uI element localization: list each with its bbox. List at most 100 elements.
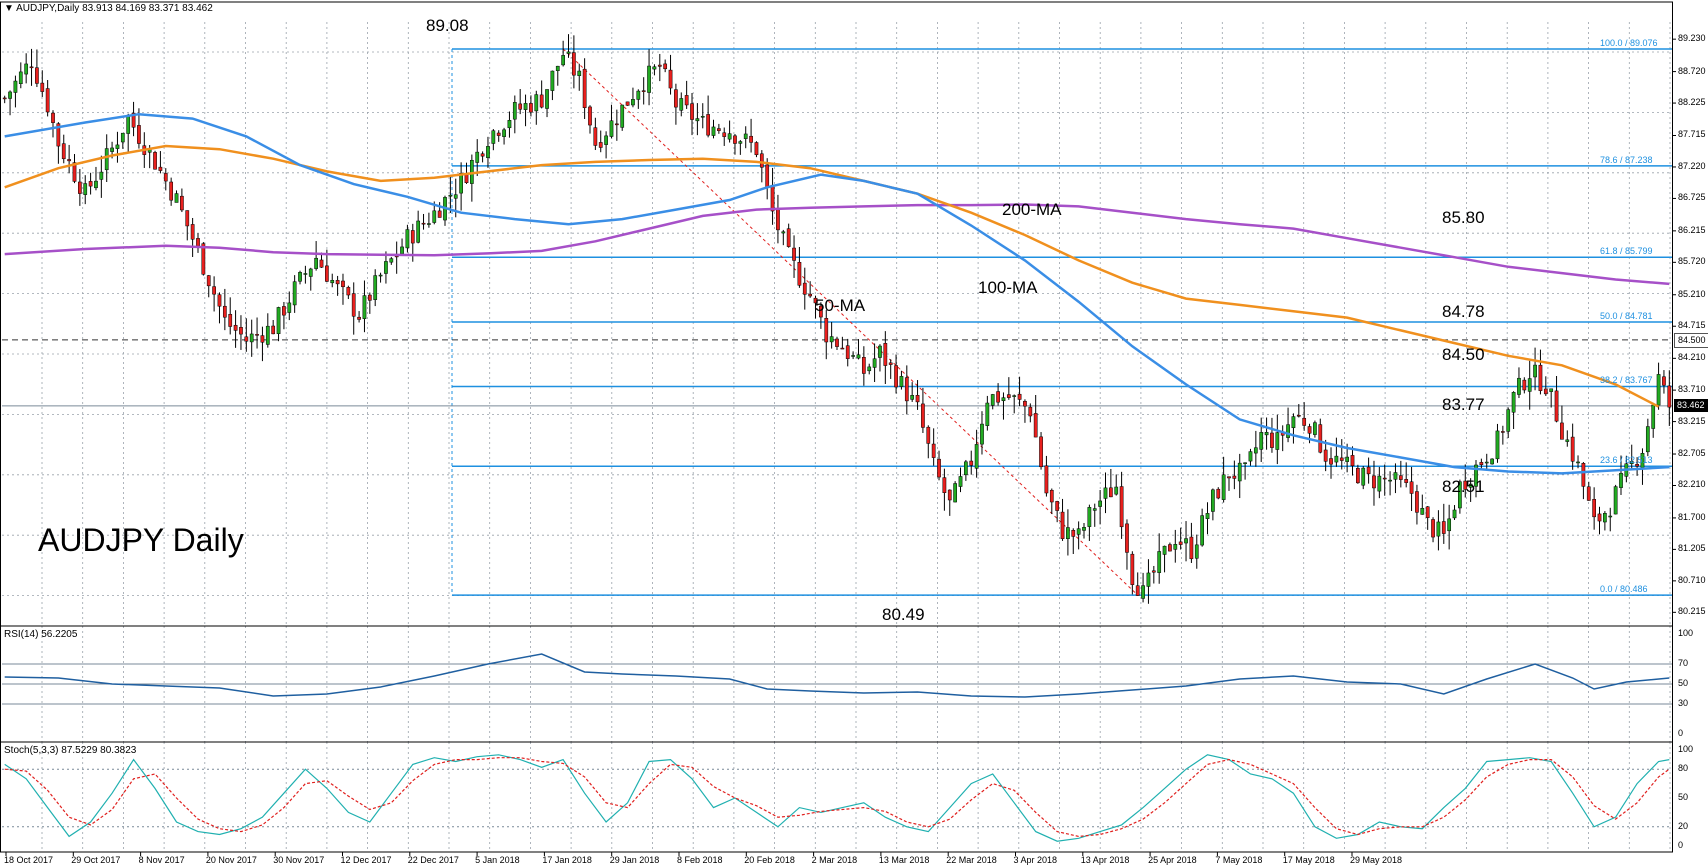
candle-body <box>1388 479 1392 482</box>
candle-body <box>749 135 753 143</box>
ma200-line <box>4 203 1670 286</box>
candle-body <box>453 194 458 199</box>
candle-body <box>539 94 544 108</box>
candle-body <box>1211 489 1215 512</box>
level-label-84-50: 84.50 <box>1442 345 1485 364</box>
candle-body <box>1049 489 1054 503</box>
rsi-tick-label: 30 <box>1678 698 1689 708</box>
low-label: 80.49 <box>882 605 925 624</box>
candle-body <box>1603 513 1607 523</box>
level-label-84-78: 84.78 <box>1442 302 1485 321</box>
candle-body <box>1613 486 1618 515</box>
candle-body <box>239 327 243 335</box>
candle-body <box>1232 475 1237 479</box>
candle-body <box>518 103 523 110</box>
candle-body <box>448 194 453 197</box>
candle-body <box>915 395 920 403</box>
candle-body <box>695 118 700 122</box>
candle-body <box>926 426 931 444</box>
candle-body <box>566 51 571 54</box>
candle-body <box>1372 475 1376 489</box>
candle-body <box>1173 544 1178 550</box>
price-tick-label: 87.220 <box>1678 160 1706 171</box>
candle-body <box>35 67 39 84</box>
candle-body <box>1527 378 1532 392</box>
symbol-header: ▼ AUDJPY,Daily 83.913 84.169 83.371 83.4… <box>4 3 213 14</box>
candle-body <box>802 282 807 295</box>
candle-body <box>502 129 506 137</box>
price-tick-label: 84.715 <box>1678 320 1706 331</box>
candle-body <box>362 295 367 319</box>
candle-body <box>813 297 818 304</box>
candle-body <box>1237 462 1242 482</box>
candle-body <box>512 102 517 120</box>
candle-body <box>1415 491 1419 513</box>
date-label: 20 Feb 2018 <box>744 855 795 865</box>
candle-body <box>985 402 990 426</box>
candle-body <box>1270 432 1274 448</box>
price-tick-label: 82.705 <box>1678 448 1706 459</box>
candle-body <box>18 71 23 84</box>
candle-body <box>1398 475 1403 480</box>
date-label: 20 Nov 2017 <box>205 855 257 865</box>
candle-body <box>153 152 157 170</box>
candle-body <box>792 247 796 261</box>
candle-body <box>1286 424 1290 438</box>
candle-body <box>523 103 528 110</box>
candle-body <box>555 65 560 71</box>
candle-body <box>1651 404 1656 429</box>
candle-body <box>861 357 866 374</box>
candle-body <box>1425 506 1430 518</box>
candle-body <box>1044 465 1049 494</box>
candle-body <box>486 146 490 158</box>
candle-body <box>373 275 378 300</box>
candle-body <box>1490 458 1494 465</box>
candle-body <box>1463 480 1468 490</box>
candle-body <box>700 116 705 118</box>
candle-body <box>738 141 743 144</box>
candle-body <box>1377 475 1382 492</box>
candle-body <box>99 171 104 180</box>
candle-body <box>1560 422 1564 440</box>
candle-body <box>276 307 281 335</box>
candle-body <box>233 324 238 331</box>
candle-body <box>8 91 12 99</box>
candle-body <box>1538 364 1543 391</box>
fib-level-label: 23.6 / 82.513 <box>1600 455 1653 466</box>
candle-body <box>282 306 286 316</box>
candle-body <box>776 208 780 231</box>
fib-level-label: 78.6 / 87.238 <box>1600 154 1653 165</box>
candle-body <box>104 148 109 171</box>
candle-body <box>1441 521 1446 534</box>
candle-body <box>1500 431 1505 433</box>
candle-body <box>888 362 893 365</box>
candle-body <box>657 64 662 67</box>
candle-body <box>265 325 270 345</box>
fib-level-label: 38.2 / 83.767 <box>1600 375 1653 386</box>
candle-body <box>480 153 485 157</box>
candle-body <box>1253 447 1258 454</box>
current-price-tag: 83.462 <box>1674 398 1708 412</box>
candle-body <box>1522 379 1527 391</box>
candle-body <box>325 265 329 282</box>
candle-body <box>631 99 635 106</box>
candle-body <box>1366 466 1371 475</box>
price-tick-label: 81.205 <box>1678 543 1706 554</box>
date-label: 22 Mar 2018 <box>946 855 997 865</box>
candle-body <box>1350 455 1355 467</box>
candle-body <box>432 210 437 223</box>
candle-body <box>947 489 952 501</box>
price-tick-label: 88.720 <box>1678 65 1706 76</box>
candle-body <box>1592 499 1596 518</box>
stoch-tick-label: 0 <box>1678 840 1684 850</box>
candle-body <box>829 336 834 343</box>
candle-body <box>840 347 845 350</box>
candle-body <box>1296 415 1301 417</box>
candle-body <box>1168 544 1172 552</box>
candle-body <box>620 104 625 128</box>
candle-body <box>974 444 979 469</box>
candle-body <box>1125 523 1129 553</box>
candle-body <box>244 336 249 342</box>
candle-body <box>1119 486 1124 528</box>
candle-body <box>835 338 839 347</box>
